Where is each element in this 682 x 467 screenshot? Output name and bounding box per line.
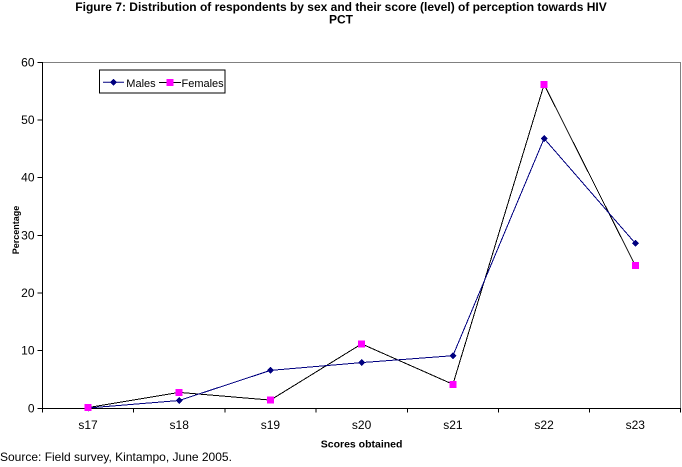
svg-text:s18: s18 [170,418,190,432]
svg-text:s17: s17 [78,418,98,432]
svg-text:30: 30 [21,228,35,242]
svg-text:60: 60 [21,55,35,69]
svg-text:Figure 7: Distribution of resp: Figure 7: Distribution of respondents by… [75,0,606,14]
svg-text:Females: Females [182,78,225,90]
svg-text:s22: s22 [534,418,554,432]
svg-text:s19: s19 [261,418,281,432]
svg-text:s20: s20 [352,418,372,432]
svg-text:0: 0 [28,401,35,415]
svg-text:Scores obtained: Scores obtained [321,439,403,451]
svg-text:10: 10 [21,344,35,358]
svg-text:s21: s21 [443,418,463,432]
svg-text:Percentage: Percentage [11,206,21,255]
svg-text:40: 40 [21,171,35,185]
svg-text:50: 50 [21,113,35,127]
svg-text:PCT: PCT [329,13,354,27]
svg-text:Males: Males [126,78,156,90]
svg-text:20: 20 [21,286,35,300]
svg-text:s23: s23 [626,418,646,432]
svg-text:Source: Field survey, Kintampo: Source: Field survey, Kintampo, June 200… [0,450,232,464]
